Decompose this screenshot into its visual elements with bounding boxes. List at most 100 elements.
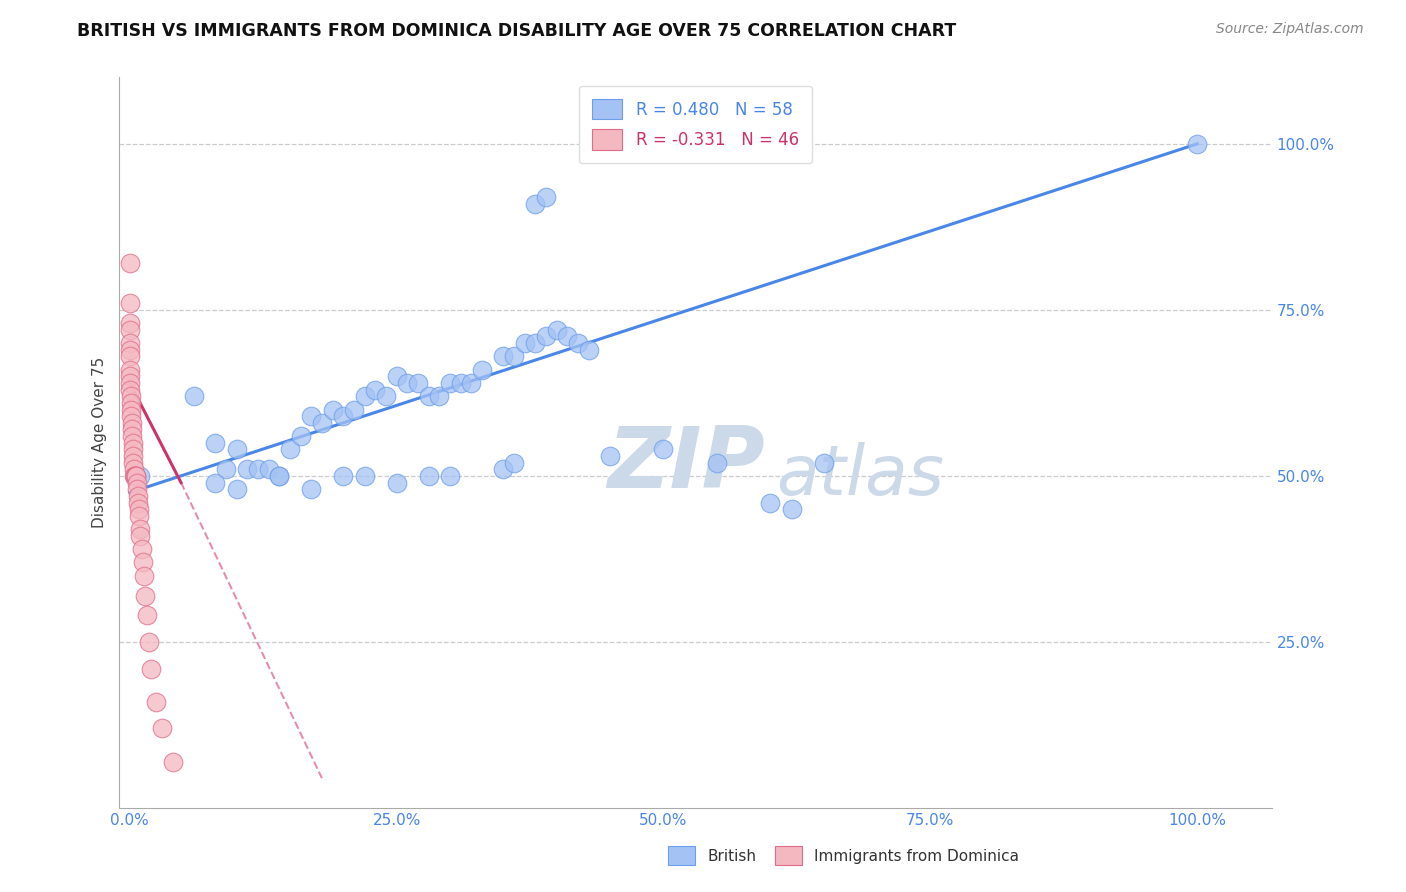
Point (150, 722, 173, 736)
Point (706, 456, 728, 470)
Text: BRITISH VS IMMIGRANTS FROM DOMINICA DISABILITY AGE OVER 75 CORRELATION CHART: BRITISH VS IMMIGRANTS FROM DOMINICA DISA… (77, 22, 956, 40)
Point (343, 402, 366, 417)
Point (299, 409, 322, 424)
Point (125, 469, 148, 483)
Point (138, 635, 160, 649)
Point (162, 755, 184, 769)
Point (322, 402, 344, 417)
Point (204, 435, 226, 450)
Point (406, 376, 429, 390)
Point (122, 462, 145, 476)
Point (118, 383, 141, 397)
Point (128, 502, 150, 516)
Point (118, 316, 141, 330)
Point (652, 442, 675, 457)
Point (183, 389, 205, 403)
Point (131, 542, 153, 557)
Point (269, 469, 291, 483)
Point (122, 469, 145, 483)
Point (120, 389, 142, 403)
Point (246, 462, 269, 476)
Point (131, 555, 153, 569)
Text: ZIP: ZIP (607, 423, 765, 506)
Point (124, 469, 146, 483)
Legend: British, Immigrants from Dominica: British, Immigrants from Dominica (662, 840, 1025, 871)
Point (299, 482, 322, 496)
Point (141, 662, 163, 676)
Point (127, 489, 149, 503)
Point (471, 362, 494, 376)
Point (127, 495, 149, 509)
Point (524, 196, 547, 211)
Point (135, 608, 157, 623)
Point (439, 376, 461, 390)
Point (524, 336, 547, 351)
Point (129, 522, 152, 536)
Point (128, 508, 150, 523)
Point (134, 589, 156, 603)
Point (364, 383, 387, 397)
Point (427, 389, 450, 403)
Point (759, 495, 782, 509)
Point (132, 568, 155, 582)
Point (290, 429, 312, 443)
Point (127, 482, 149, 496)
Point (129, 469, 152, 483)
Point (599, 449, 621, 463)
Point (122, 435, 145, 450)
Point (503, 456, 526, 470)
Point (225, 442, 247, 457)
Point (418, 389, 440, 403)
Point (118, 296, 141, 310)
Text: atlas: atlas (776, 442, 945, 509)
Text: Source: ZipAtlas.com: Source: ZipAtlas.com (1216, 22, 1364, 37)
Point (450, 376, 472, 390)
Point (120, 409, 142, 424)
Point (332, 469, 354, 483)
Point (124, 469, 146, 483)
Point (118, 343, 141, 357)
Point (120, 402, 142, 417)
Point (122, 456, 145, 470)
Point (121, 429, 143, 443)
Point (118, 369, 141, 384)
Point (439, 469, 461, 483)
Point (236, 462, 259, 476)
Point (125, 469, 148, 483)
Point (534, 190, 557, 204)
Point (311, 416, 333, 430)
Point (567, 336, 589, 351)
Point (418, 469, 440, 483)
Point (557, 329, 579, 343)
Point (546, 323, 568, 337)
Point (492, 350, 515, 364)
Point (813, 456, 835, 470)
Point (145, 695, 167, 709)
Point (1185, 136, 1208, 151)
Point (375, 389, 398, 403)
Legend: R = 0.480   N = 58, R = -0.331   N = 46: R = 0.480 N = 58, R = -0.331 N = 46 (579, 86, 813, 163)
Point (129, 529, 152, 543)
Point (269, 469, 291, 483)
Point (118, 323, 141, 337)
Point (332, 409, 354, 424)
Point (118, 350, 141, 364)
Point (578, 343, 600, 357)
Point (278, 442, 301, 457)
Point (120, 396, 142, 410)
Point (122, 449, 145, 463)
Point (460, 376, 482, 390)
Point (118, 336, 141, 351)
Point (385, 475, 408, 490)
Point (121, 422, 143, 436)
Point (385, 369, 408, 384)
Point (780, 502, 803, 516)
Point (118, 376, 141, 390)
Point (396, 376, 419, 390)
Point (353, 389, 375, 403)
Point (122, 442, 145, 457)
Point (513, 336, 536, 351)
Point (503, 350, 526, 364)
Point (492, 462, 515, 476)
Point (215, 462, 238, 476)
